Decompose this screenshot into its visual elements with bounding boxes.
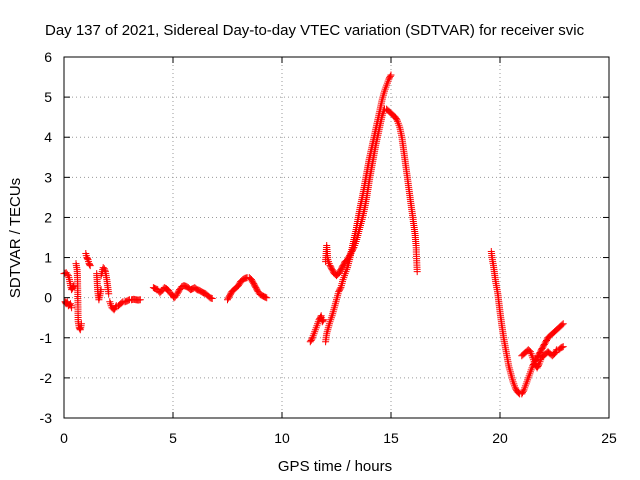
y-tick-label: 5 [44,89,52,105]
data-point-marker [559,343,567,351]
data-point-marker [535,361,542,369]
x-tick-label: 0 [60,430,68,446]
data-point-marker [525,347,533,355]
y-tick-label: -3 [40,410,53,426]
data-point-marker [97,286,105,294]
y-tick-label: 3 [44,169,52,185]
data-point-marker [559,320,567,328]
data-point-marker [393,116,401,124]
data-point-marker [387,71,395,79]
data-point-marker [83,255,91,263]
data-point-marker [86,261,94,269]
data-point-marker [558,321,566,329]
axis-ticks: 0 5 10 15 20 25 -3 -2 -1 0 1 2 3 4 5 6 [40,49,617,446]
data-point-marker [136,296,144,304]
data-point-marker [63,270,71,278]
data-point-marker [552,347,560,355]
chart-title: Day 137 of 2021, Sidereal Day-to-day VTE… [45,22,585,39]
x-tick-label: 10 [274,430,290,446]
data-point-marker [112,303,120,311]
data-point-marker [77,320,85,328]
data-point-marker [308,335,316,343]
data-point-marker [349,245,357,253]
data-point-marker [558,343,566,351]
y-axis-title: SDTVAR / TECUs [7,178,24,298]
y-tick-label: 6 [44,49,52,65]
data-point-marker [172,291,180,299]
y-tick-label: 0 [44,290,52,306]
data-point-marker [118,299,126,307]
data-point-marker [319,316,327,324]
plot-frame [63,56,610,419]
x-tick-label: 20 [492,430,508,446]
data-point-marker [263,294,271,302]
grid-lines [64,57,609,418]
x-tick-label: 5 [169,430,177,446]
data-point-marker [105,290,113,298]
data-points [60,71,567,398]
y-tick-label: 4 [44,129,52,145]
data-point-marker [336,285,344,293]
y-tick-label: 1 [44,250,52,266]
x-axis-title: GPS time / hours [278,458,392,475]
data-point-marker [208,295,216,302]
data-point-marker [86,262,94,270]
data-point-marker [386,72,394,80]
x-tick-label: 25 [601,430,617,446]
data-point-marker [519,387,527,395]
y-tick-label: -1 [40,330,53,346]
data-point-marker [413,268,421,276]
y-tick-label: 2 [44,209,52,225]
y-tick-label: -2 [40,370,53,386]
data-point-marker [68,304,76,312]
x-tick-label: 15 [383,430,399,446]
data-point-marker [124,296,132,304]
